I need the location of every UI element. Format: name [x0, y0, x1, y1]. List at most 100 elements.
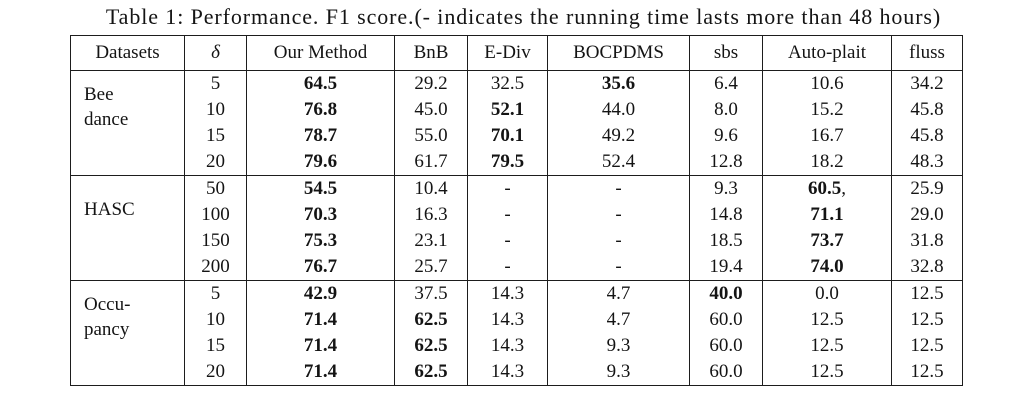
- our-method-cell: 75.3: [246, 228, 395, 254]
- our-method-cell: 42.9: [246, 280, 395, 307]
- delta-cell: 150: [184, 228, 247, 254]
- fluss-cell: 32.8: [891, 254, 963, 281]
- table-row-bee-dance-15: 15 78.7 55.0 70.1 49.2 9.6 16.7 45.8: [71, 123, 963, 149]
- column-header-fluss: fluss: [891, 35, 963, 71]
- sbs-cell: 9.6: [689, 123, 763, 149]
- sbs-cell: 14.8: [689, 202, 763, 228]
- paper-table-figure: Table 1: Performance. F1 score.(- indica…: [0, 3, 1033, 405]
- column-header-e-div: E-Div: [467, 35, 548, 71]
- table-row-bee-dance-5: Bee dance 5 64.5 29.2 32.5 35.6 6.4 10.6 34.2: [70, 70, 963, 176]
- our-method-cell: 71.4: [246, 307, 395, 333]
- our-method-cell: 71.4: [246, 359, 395, 386]
- table-row-hasc-50: HASC 50 54.5 10.4- -9.3 60.5, 25.9: [70, 175, 963, 281]
- auto-plait-cell: 10.6: [762, 70, 892, 97]
- fluss-cell: 12.5: [891, 359, 963, 386]
- table-row-hasc-100: 100 70.3 16.3- -14.8 71.1 29.0: [71, 202, 963, 228]
- value-bold: 75.3: [303, 230, 338, 251]
- bnb-cell: 55.0: [394, 123, 468, 149]
- bnb-cell: 37.5: [394, 280, 468, 307]
- auto-plait-cell: 60.5,: [762, 175, 892, 202]
- bocpdms-cell: -: [547, 254, 690, 281]
- e-div-cell: 14.3: [467, 359, 548, 386]
- dataset-cell-occupancy: Occu-pancy: [70, 280, 185, 386]
- auto-plait-cell: 12.5: [762, 333, 892, 359]
- fluss-cell: 48.3: [891, 149, 963, 176]
- dataset-label-line: Bee: [84, 84, 114, 105]
- fluss-cell: 12.5: [891, 280, 963, 307]
- dataset-label-line: pancy: [84, 319, 130, 340]
- delta-cell: 100: [184, 202, 247, 228]
- value-bold: 52.1: [490, 99, 525, 120]
- value-bold: 71.4: [303, 309, 338, 330]
- table-caption: Table 1: Performance. F1 score.(- indica…: [105, 4, 942, 29]
- column-header-datasets: Datasets: [70, 35, 185, 71]
- bnb-cell: 16.3: [394, 202, 468, 228]
- fluss-cell: 45.8: [891, 97, 963, 123]
- e-div-cell: 14.3: [467, 280, 548, 307]
- column-header-sbs: sbs: [689, 35, 763, 71]
- bnb-cell: 61.7: [394, 149, 468, 176]
- bocpdms-cell: -: [547, 228, 690, 254]
- delta-cell: 10: [184, 97, 247, 123]
- dataset-label-line: Occu-: [84, 294, 131, 315]
- sbs-cell: 40.0: [689, 280, 763, 307]
- table-row-bee-dance-10: 10 76.8 45.0 52.1 44.0 8.0 15.2 45.8: [71, 97, 963, 123]
- sbs-cell: 12.8: [689, 149, 763, 176]
- table-row-occupancy-10: 10 71.4 62.5 14.3 4.7 60.0 12.5 12.5: [71, 307, 963, 333]
- bocpdms-cell: 49.2: [547, 123, 690, 149]
- performance-table: Datasets δ Our Method BnB E-Div BOCPDMS sbs Aut…: [70, 35, 963, 386]
- table-row-occupancy-20: 20 71.4 62.5 14.3 9.3 60.0 12.5 12.5: [71, 359, 963, 386]
- table-header-row: Datasets δ Our Method BnB E-Div BOCPDMS sbs Aut…: [70, 35, 963, 71]
- table-row-hasc-200: 200 76.7 25.7- -19.4 74.0 32.8: [71, 254, 963, 281]
- fluss-cell: 29.0: [891, 202, 963, 228]
- value-bold: 54.5: [303, 178, 338, 199]
- dataset-label-line: dance: [84, 109, 129, 130]
- value-bold: 42.9: [303, 283, 338, 304]
- dataset-label: HASC: [84, 197, 184, 222]
- sbs-cell: 60.0: [689, 359, 763, 386]
- table-header: Datasets δ Our Method BnB E-Div BOCPDMS sbs Aut…: [70, 35, 963, 71]
- dataset-label: Occu-pancy: [84, 292, 184, 342]
- sbs-cell: 9.3: [689, 175, 763, 202]
- column-header-auto-plait: Auto-plait: [762, 35, 892, 71]
- auto-plait-cell: 71.1: [762, 202, 892, 228]
- value-bold: 35.6: [601, 73, 636, 94]
- delta-cell: 20: [184, 149, 247, 176]
- e-div-cell: 70.1: [467, 123, 548, 149]
- bnb-cell: 23.1: [394, 228, 468, 254]
- e-div-cell: -: [467, 254, 548, 281]
- delta-cell: 20: [184, 359, 247, 386]
- bnb-cell: 25.7: [394, 254, 468, 281]
- auto-plait-cell: 73.7: [762, 228, 892, 254]
- auto-plait-cell: 12.5: [762, 307, 892, 333]
- auto-plait-cell: 74.0: [762, 254, 892, 281]
- bocpdms-cell: -: [547, 175, 690, 202]
- bnb-cell: 29.2: [394, 70, 468, 97]
- bocpdms-cell: 9.3: [547, 333, 690, 359]
- e-div-cell: 32.5: [467, 70, 548, 97]
- our-method-cell: 76.7: [246, 254, 395, 281]
- value-bold: 71.1: [810, 204, 844, 225]
- bocpdms-cell: 4.7: [547, 307, 690, 333]
- delta-cell: 15: [184, 123, 247, 149]
- bnb-cell: 62.5: [394, 333, 468, 359]
- fluss-cell: 34.2: [891, 70, 963, 97]
- value-bold: 76.7: [303, 256, 338, 277]
- value-bold: 70.3: [303, 204, 338, 225]
- our-method-cell: 71.4: [246, 333, 395, 359]
- bnb-cell: 10.4: [394, 175, 468, 202]
- column-header-bocpdms: BOCPDMS: [547, 35, 690, 71]
- fluss-cell: 31.8: [891, 228, 963, 254]
- sbs-cell: 6.4: [689, 70, 763, 97]
- bnb-cell: 62.5: [394, 307, 468, 333]
- value-bold: 62.5: [414, 335, 448, 356]
- e-div-cell: -: [467, 202, 548, 228]
- value-bold: 70.1: [490, 125, 525, 146]
- bocpdms-cell: 35.6: [547, 70, 690, 97]
- delta-cell: 5: [184, 70, 247, 97]
- auto-plait-cell: 18.2: [762, 149, 892, 176]
- value-bold: 76.8: [303, 99, 338, 120]
- auto-plait-cell: 16.7: [762, 123, 892, 149]
- delta-cell: 10: [184, 307, 247, 333]
- fluss-cell: 12.5: [891, 307, 963, 333]
